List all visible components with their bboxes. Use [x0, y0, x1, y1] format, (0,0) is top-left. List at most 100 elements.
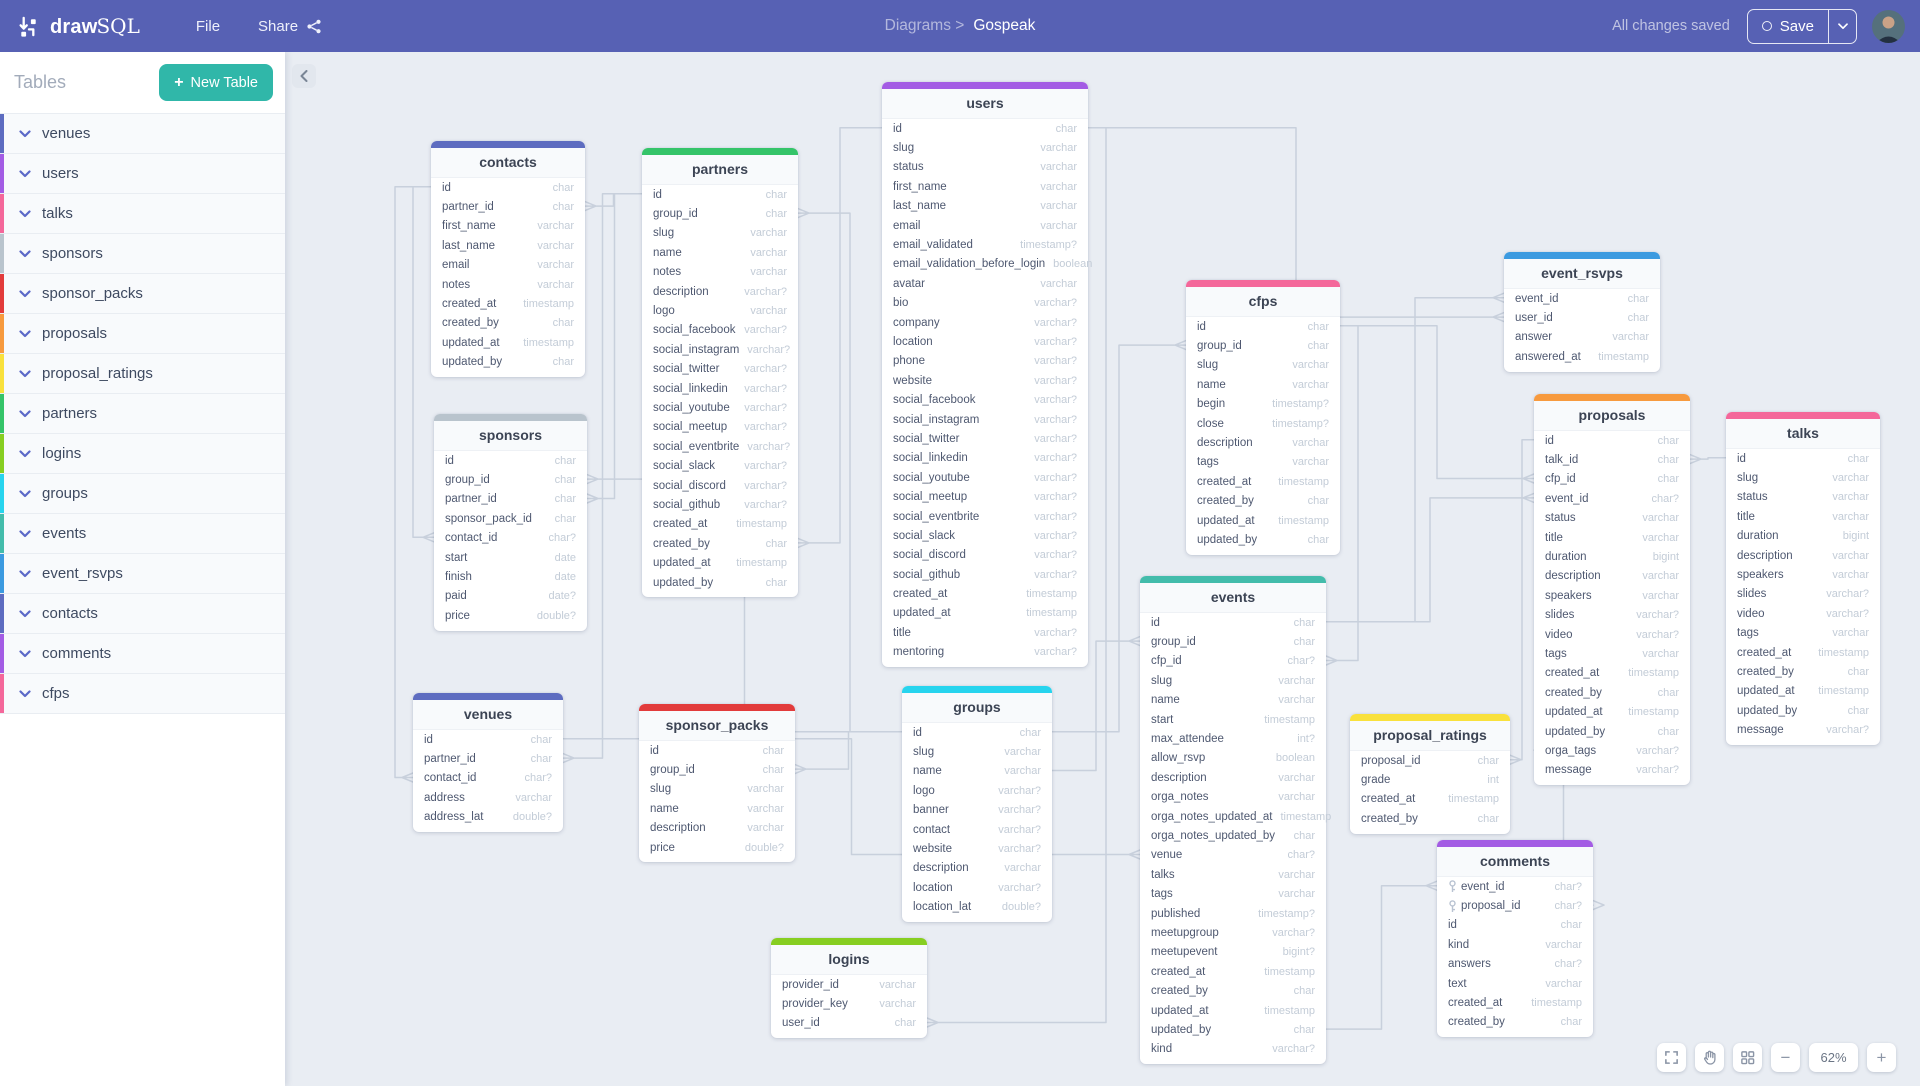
table-card-talks[interactable]: talks id char slug varchar status varchar title… [1726, 412, 1880, 745]
relationship-line[interactable] [584, 192, 643, 212]
relationship-line[interactable] [586, 192, 643, 504]
column-row[interactable]: id char [639, 741, 795, 760]
column-row[interactable]: slug varchar [1140, 671, 1326, 690]
column-row[interactable]: slug varchar [1726, 468, 1880, 487]
new-table-button[interactable]: + New Table [159, 64, 273, 101]
column-row[interactable]: video varchar? [1726, 604, 1880, 623]
column-row[interactable]: orga_notes_updated_by char [1140, 826, 1326, 845]
column-row[interactable]: talks varchar [1140, 865, 1326, 884]
relationship-line[interactable] [1339, 324, 1535, 484]
column-row[interactable]: last_name varchar [431, 236, 585, 255]
column-row[interactable]: id char [434, 451, 587, 470]
column-row[interactable]: created_by char [1534, 683, 1690, 702]
column-row[interactable]: updated_by char [1186, 530, 1340, 549]
column-row[interactable]: updated_at timestamp [431, 333, 585, 352]
relationship-line[interactable] [1509, 438, 1535, 765]
column-row[interactable]: phone varchar? [882, 352, 1088, 371]
column-row[interactable]: event_id char [1504, 289, 1660, 308]
column-row[interactable]: address_lat double? [413, 808, 563, 827]
column-row[interactable]: updated_at timestamp [1534, 702, 1690, 721]
save-dropdown-button[interactable] [1828, 9, 1856, 43]
column-row[interactable]: updated_by char [1534, 722, 1690, 741]
column-row[interactable]: notes varchar [431, 275, 585, 294]
column-row[interactable]: social_eventbrite varchar? [642, 437, 798, 456]
sidebar-item-talks[interactable]: talks [0, 194, 285, 234]
sidebar-item-contacts[interactable]: contacts [0, 594, 285, 634]
column-row[interactable]: location_lat double? [902, 898, 1052, 917]
column-row[interactable]: updated_at timestamp [1186, 511, 1340, 530]
column-row[interactable]: social_linkedin varchar? [882, 449, 1088, 468]
column-row[interactable]: slug varchar [902, 742, 1052, 761]
column-row[interactable]: name varchar [642, 243, 798, 262]
column-row[interactable]: updated_by char [642, 573, 798, 592]
sidebar-item-event_rsvps[interactable]: event_rsvps [0, 554, 285, 594]
column-row[interactable]: created_by char [1186, 492, 1340, 511]
column-row[interactable]: social_facebook varchar? [642, 321, 798, 340]
column-row[interactable]: updated_at timestamp [1140, 1001, 1326, 1020]
column-row[interactable]: updated_by char [1140, 1020, 1326, 1039]
sidebar-item-comments[interactable]: comments [0, 634, 285, 674]
column-row[interactable]: status varchar [1534, 509, 1690, 528]
column-row[interactable]: updated_at timestamp [882, 604, 1088, 623]
relationship-line[interactable] [412, 185, 435, 543]
column-row[interactable]: answer varchar [1504, 328, 1660, 347]
column-row[interactable]: tags varchar [1534, 644, 1690, 663]
pan-tool-button[interactable] [1695, 1043, 1724, 1072]
column-row[interactable]: kind varchar? [1140, 1040, 1326, 1059]
column-row[interactable]: id char [1726, 449, 1880, 468]
column-row[interactable]: social_instagram varchar? [882, 410, 1088, 429]
column-row[interactable]: duration bigint [1534, 547, 1690, 566]
column-row[interactable]: created_by char [1350, 809, 1510, 828]
save-button[interactable]: Save [1748, 10, 1828, 43]
table-card-users[interactable]: users id char slug varchar status varchar first… [882, 82, 1092, 667]
column-row[interactable]: orga_notes varchar [1140, 788, 1326, 807]
column-row[interactable]: paid date? [434, 587, 587, 606]
column-row[interactable]: event_id char? [1534, 489, 1690, 508]
table-card-contacts[interactable]: contacts id char partner_id char first_name va… [431, 141, 585, 377]
column-row[interactable]: published timestamp? [1140, 904, 1326, 923]
column-row[interactable]: cfp_id char [1534, 470, 1690, 489]
column-row[interactable]: description varchar [1140, 768, 1326, 787]
relationship-line[interactable] [1051, 635, 1141, 772]
column-row[interactable]: logo varchar? [902, 781, 1052, 800]
column-row[interactable]: slug varchar [639, 780, 795, 799]
relationship-line[interactable] [1325, 880, 1438, 1030]
sidebar-item-proposals[interactable]: proposals [0, 314, 285, 354]
column-row[interactable]: created_by char [642, 534, 798, 553]
column-row[interactable]: social_youtube varchar? [882, 468, 1088, 487]
column-row[interactable]: talk_id char [1534, 450, 1690, 469]
column-row[interactable]: price double? [639, 838, 795, 857]
column-row[interactable]: id char [431, 178, 585, 197]
column-row[interactable]: allow_rsvp boolean [1140, 749, 1326, 768]
column-row[interactable]: first_name varchar [882, 177, 1088, 196]
sidebar-item-sponsor_packs[interactable]: sponsor_packs [0, 274, 285, 314]
column-row[interactable]: partner_id char [434, 490, 587, 509]
sidebar-item-partners[interactable]: partners [0, 394, 285, 434]
column-row[interactable]: event_id char? [1437, 877, 1593, 896]
column-row[interactable]: website varchar? [882, 371, 1088, 390]
column-row[interactable]: duration bigint [1726, 527, 1880, 546]
column-row[interactable]: created_at timestamp [1726, 643, 1880, 662]
column-row[interactable]: notes varchar [642, 263, 798, 282]
column-row[interactable]: tags varchar [1726, 624, 1880, 643]
relationship-line[interactable] [1325, 292, 1505, 623]
column-row[interactable]: social_twitter varchar? [882, 429, 1088, 448]
column-row[interactable]: id char [642, 185, 798, 204]
column-row[interactable]: first_name varchar [431, 217, 585, 236]
relationship-line[interactable] [1087, 126, 1505, 323]
column-row[interactable]: slides varchar? [1726, 585, 1880, 604]
column-row[interactable]: social_twitter varchar? [642, 360, 798, 379]
table-card-sponsors[interactable]: sponsors id char group_id char partner_id char… [434, 414, 587, 631]
table-card-events[interactable]: events id char group_id char cfp_id char? slug v… [1140, 576, 1331, 1064]
table-card-proposals[interactable]: proposals id char talk_id char cfp_id char even… [1534, 394, 1690, 786]
column-row[interactable]: social_linkedin varchar? [642, 379, 798, 398]
column-row[interactable]: created_at timestamp [642, 515, 798, 534]
sidebar-item-proposal_ratings[interactable]: proposal_ratings [0, 354, 285, 394]
column-row[interactable]: updated_at timestamp [1726, 682, 1880, 701]
column-row[interactable]: close timestamp? [1186, 414, 1340, 433]
column-row[interactable]: title varchar [1726, 507, 1880, 526]
column-row[interactable]: group_id char [642, 204, 798, 223]
column-row[interactable]: message varchar? [1534, 761, 1690, 780]
column-row[interactable]: grade int [1350, 770, 1510, 789]
